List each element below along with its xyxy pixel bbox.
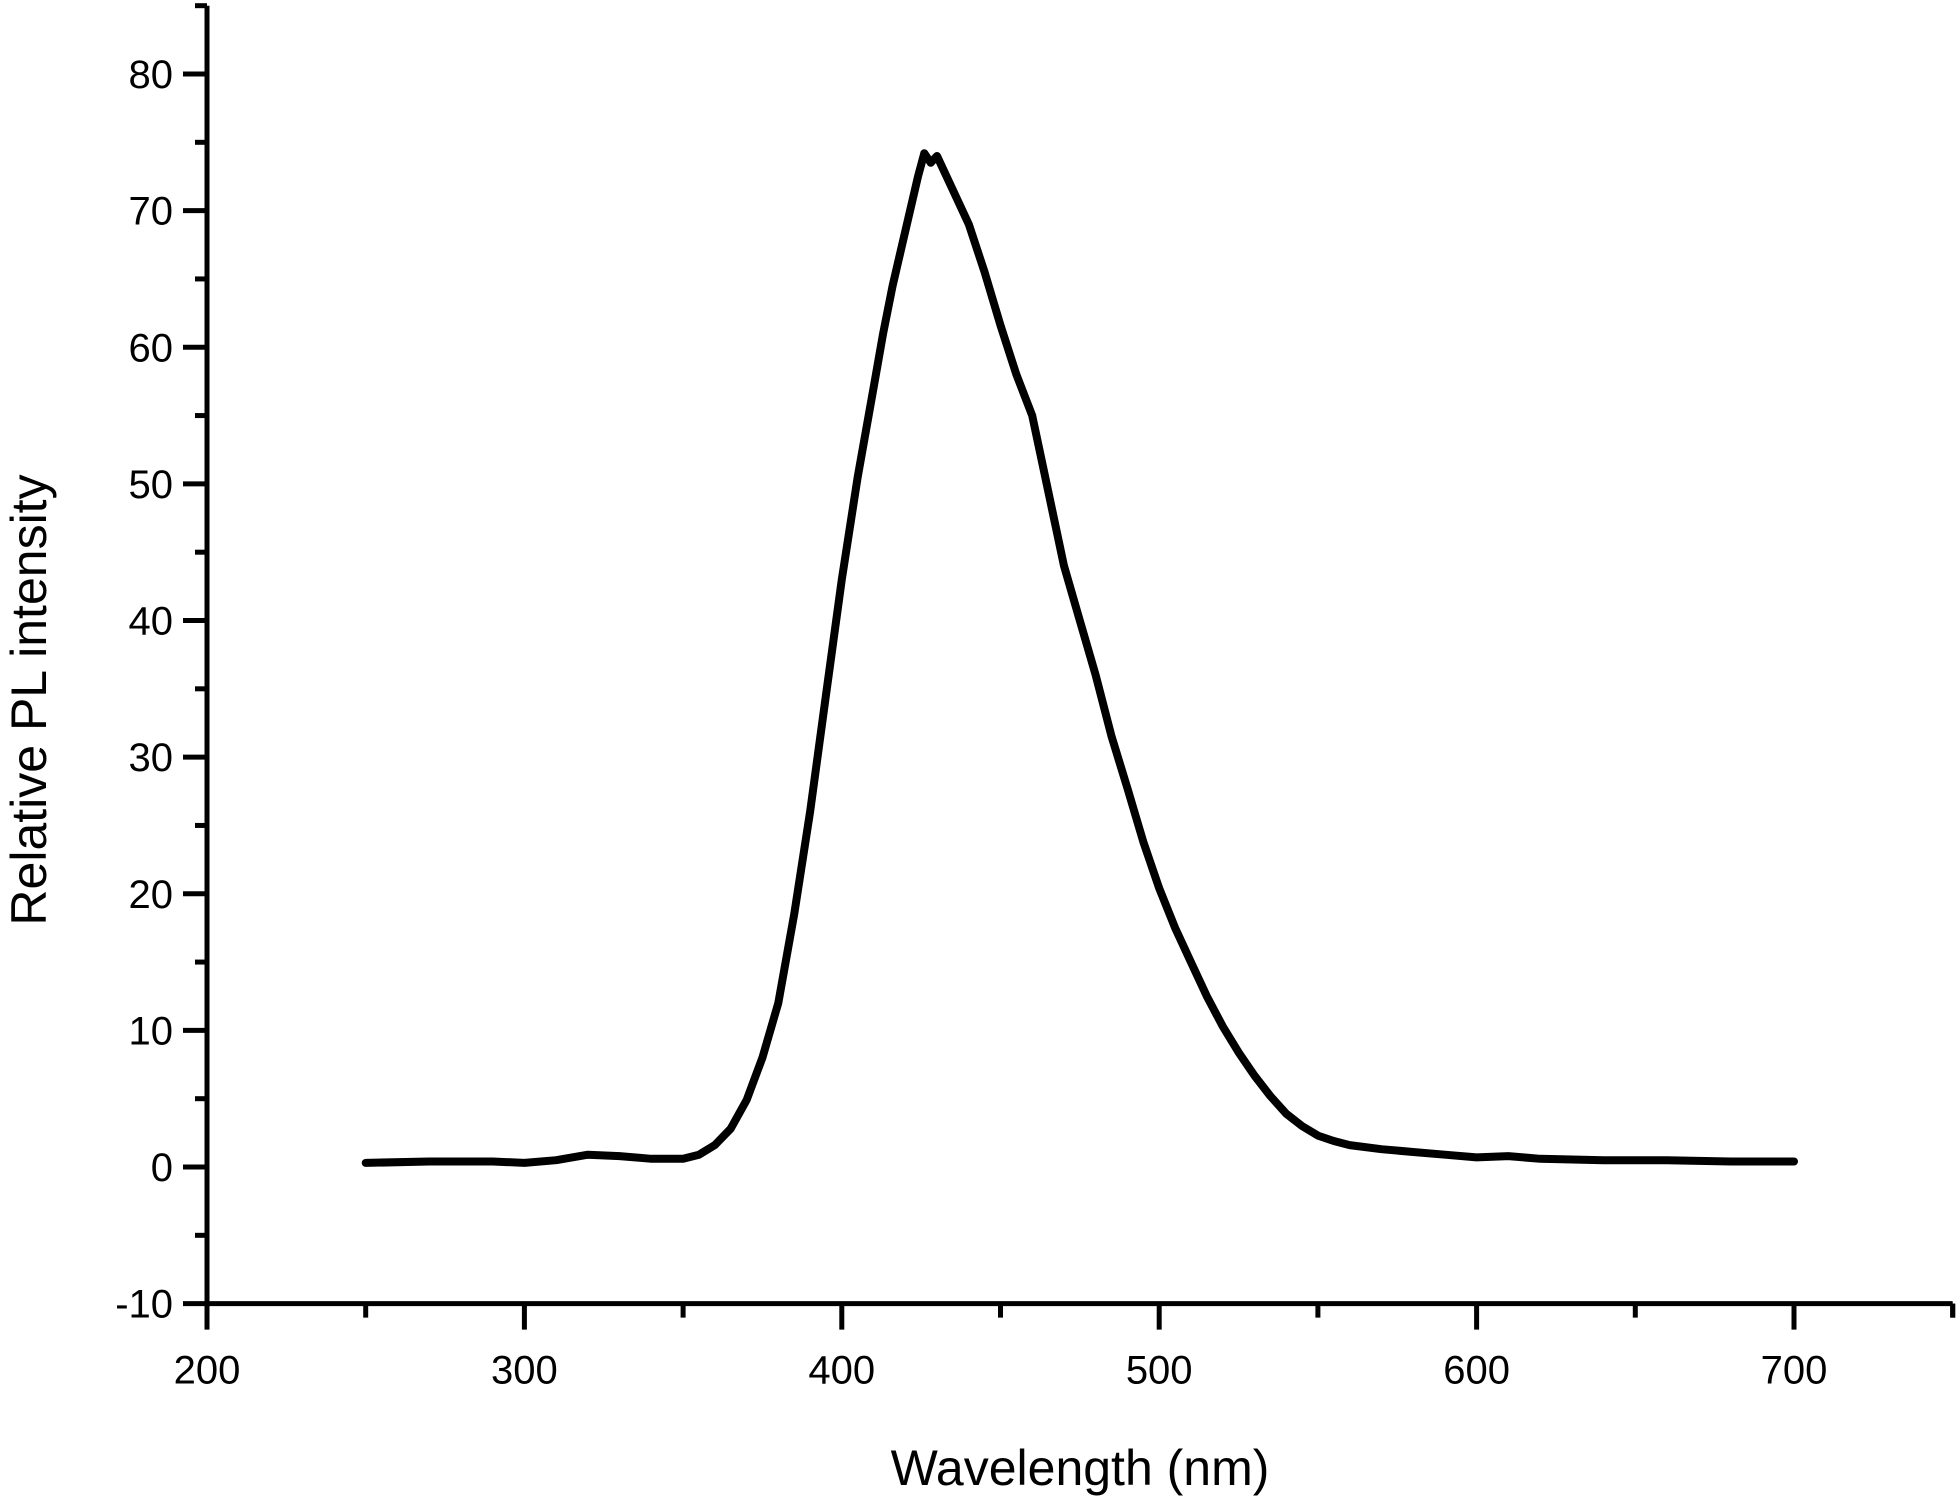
pl-curve <box>361 149 1798 1167</box>
x-tick-label: 400 <box>808 1349 875 1393</box>
x-tick-label: 700 <box>1761 1349 1828 1393</box>
y-tick-label: 30 <box>129 736 174 780</box>
y-tick-label: 50 <box>129 463 174 507</box>
x-tick-label: 500 <box>1126 1349 1193 1393</box>
y-axis-title: Relative PL intensity <box>1 474 57 925</box>
y-tick-label: 40 <box>129 600 174 644</box>
y-tick-label: -10 <box>115 1283 173 1327</box>
tick-labels: -10 0 10 20 30 40 50 60 70 80 200 300 400 500 600 700 <box>115 53 1827 1393</box>
y-tick-label: 60 <box>129 326 174 370</box>
y-tick-label: 0 <box>151 1146 173 1190</box>
y-tick-label: 70 <box>129 190 174 234</box>
x-axis-title: Wavelength (nm) <box>891 1440 1270 1496</box>
x-tick-label: 600 <box>1443 1349 1510 1393</box>
y-tick-label: 80 <box>129 53 174 97</box>
axes <box>195 3 1956 1318</box>
y-tick-label: 20 <box>129 873 174 917</box>
axis-ticks <box>183 71 1956 1330</box>
x-tick-label: 200 <box>174 1349 241 1393</box>
y-tick-label: 10 <box>129 1009 174 1053</box>
x-tick-label: 300 <box>491 1349 558 1393</box>
